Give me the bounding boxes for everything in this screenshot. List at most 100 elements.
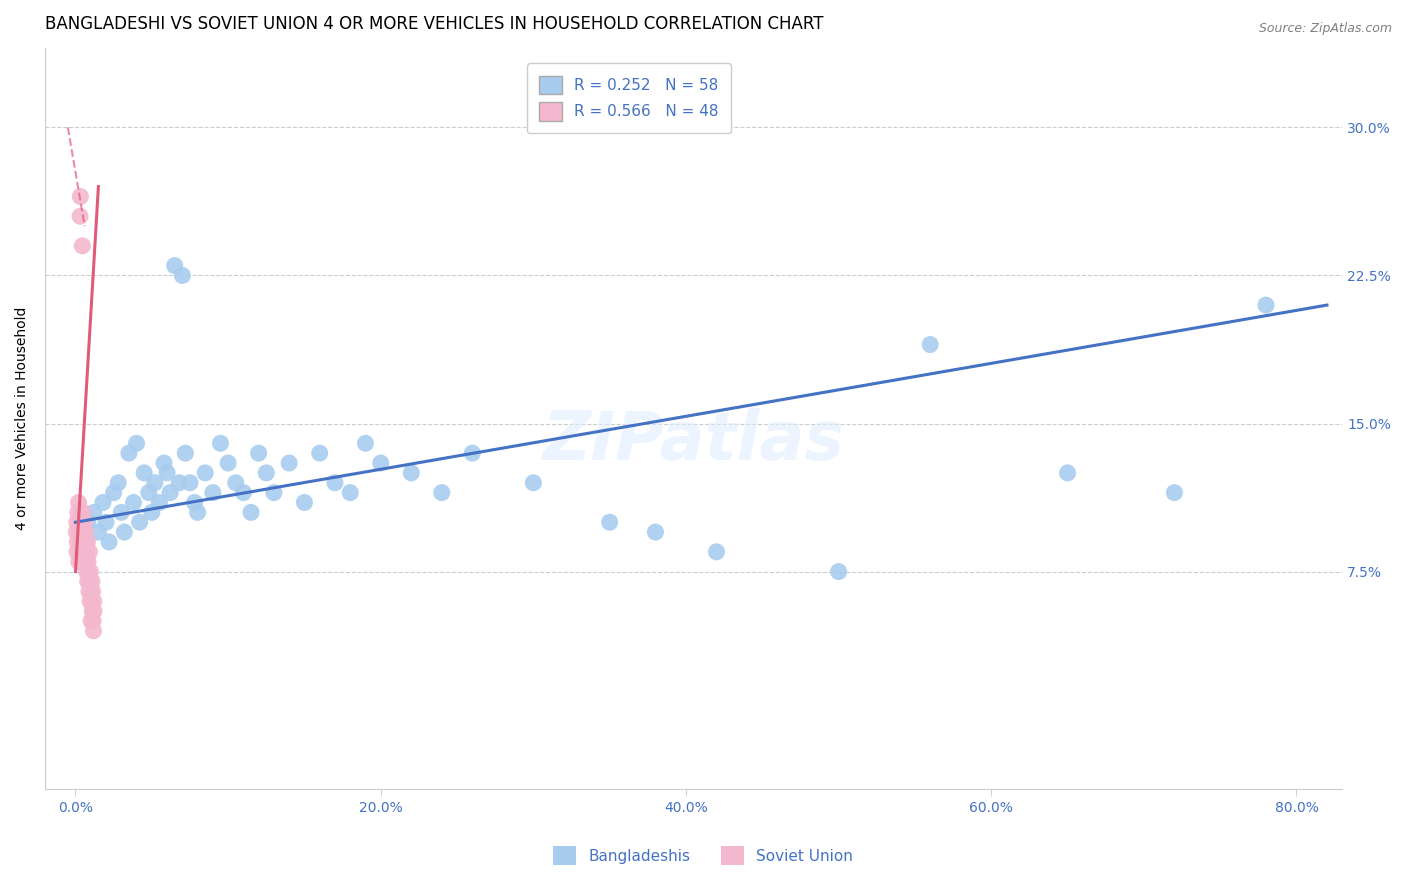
- Point: [72, 239, 94, 253]
- Point: [187, 505, 209, 519]
- Point: [128, 515, 150, 529]
- Point: [72, 535, 94, 549]
- Legend: R = 0.252   N = 58, R = 0.566   N = 48: R = 0.252 N = 58, R = 0.566 N = 48: [527, 63, 731, 133]
- Point: [66, 505, 89, 519]
- Point: [263, 485, 285, 500]
- Point: [827, 565, 849, 579]
- Point: [94, 515, 117, 529]
- Point: [194, 466, 217, 480]
- Point: [76, 545, 98, 559]
- Point: [247, 446, 270, 460]
- Point: [76, 574, 98, 589]
- Point: [354, 436, 377, 450]
- Point: [66, 535, 89, 549]
- Point: [80, 594, 103, 608]
- Point: [401, 466, 423, 480]
- Text: ZIPatlas: ZIPatlas: [543, 408, 845, 474]
- Point: [98, 535, 121, 549]
- Point: [339, 485, 361, 500]
- Legend: Bangladeshis, Soviet Union: Bangladeshis, Soviet Union: [547, 840, 859, 871]
- Point: [134, 466, 156, 480]
- Point: [76, 535, 98, 549]
- Point: [70, 525, 93, 540]
- Point: [77, 574, 100, 589]
- Point: [254, 466, 277, 480]
- Point: [217, 456, 239, 470]
- Point: [294, 495, 316, 509]
- Point: [83, 624, 105, 638]
- Point: [141, 505, 163, 519]
- Point: [69, 535, 91, 549]
- Point: [163, 259, 186, 273]
- Point: [65, 525, 87, 540]
- Point: [599, 515, 621, 529]
- Point: [79, 594, 101, 608]
- Point: [73, 515, 96, 529]
- Point: [159, 485, 181, 500]
- Point: [110, 505, 132, 519]
- Point: [69, 189, 91, 203]
- Point: [118, 446, 141, 460]
- Point: [82, 614, 104, 628]
- Point: [240, 505, 263, 519]
- Point: [172, 268, 194, 283]
- Point: [73, 525, 96, 540]
- Point: [308, 446, 330, 460]
- Point: [77, 584, 100, 599]
- Point: [1163, 485, 1185, 500]
- Point: [72, 505, 94, 519]
- Point: [920, 337, 942, 351]
- Point: [69, 515, 91, 529]
- Point: [91, 495, 114, 509]
- Point: [232, 485, 254, 500]
- Point: [323, 475, 346, 490]
- Point: [82, 604, 104, 618]
- Point: [156, 466, 179, 480]
- Point: [70, 545, 93, 559]
- Point: [76, 515, 98, 529]
- Point: [183, 495, 205, 509]
- Point: [1254, 298, 1277, 312]
- Point: [80, 584, 103, 599]
- Point: [83, 594, 105, 608]
- Point: [179, 475, 201, 490]
- Point: [80, 574, 103, 589]
- Point: [77, 555, 100, 569]
- Point: [225, 475, 247, 490]
- Point: [67, 525, 90, 540]
- Point: [87, 525, 110, 540]
- Point: [79, 545, 101, 559]
- Point: [174, 446, 197, 460]
- Point: [67, 555, 90, 569]
- Point: [66, 545, 89, 559]
- Text: Source: ZipAtlas.com: Source: ZipAtlas.com: [1258, 22, 1392, 36]
- Point: [209, 436, 232, 450]
- Point: [125, 436, 148, 450]
- Point: [107, 475, 129, 490]
- Point: [522, 475, 544, 490]
- Point: [75, 525, 97, 540]
- Point: [143, 475, 166, 490]
- Point: [103, 485, 125, 500]
- Point: [70, 515, 93, 529]
- Point: [430, 485, 453, 500]
- Point: [706, 545, 728, 559]
- Point: [644, 525, 666, 540]
- Point: [80, 614, 103, 628]
- Point: [278, 456, 301, 470]
- Point: [82, 584, 104, 599]
- Point: [148, 495, 170, 509]
- Point: [201, 485, 224, 500]
- Point: [79, 565, 101, 579]
- Point: [77, 565, 100, 579]
- Point: [83, 604, 105, 618]
- Point: [72, 535, 94, 549]
- Point: [83, 505, 105, 519]
- Point: [75, 555, 97, 569]
- Point: [169, 475, 191, 490]
- Text: BANGLADESHI VS SOVIET UNION 4 OR MORE VEHICLES IN HOUSEHOLD CORRELATION CHART: BANGLADESHI VS SOVIET UNION 4 OR MORE VE…: [45, 15, 824, 33]
- Point: [73, 555, 96, 569]
- Point: [67, 525, 90, 540]
- Point: [66, 515, 89, 529]
- Point: [75, 535, 97, 549]
